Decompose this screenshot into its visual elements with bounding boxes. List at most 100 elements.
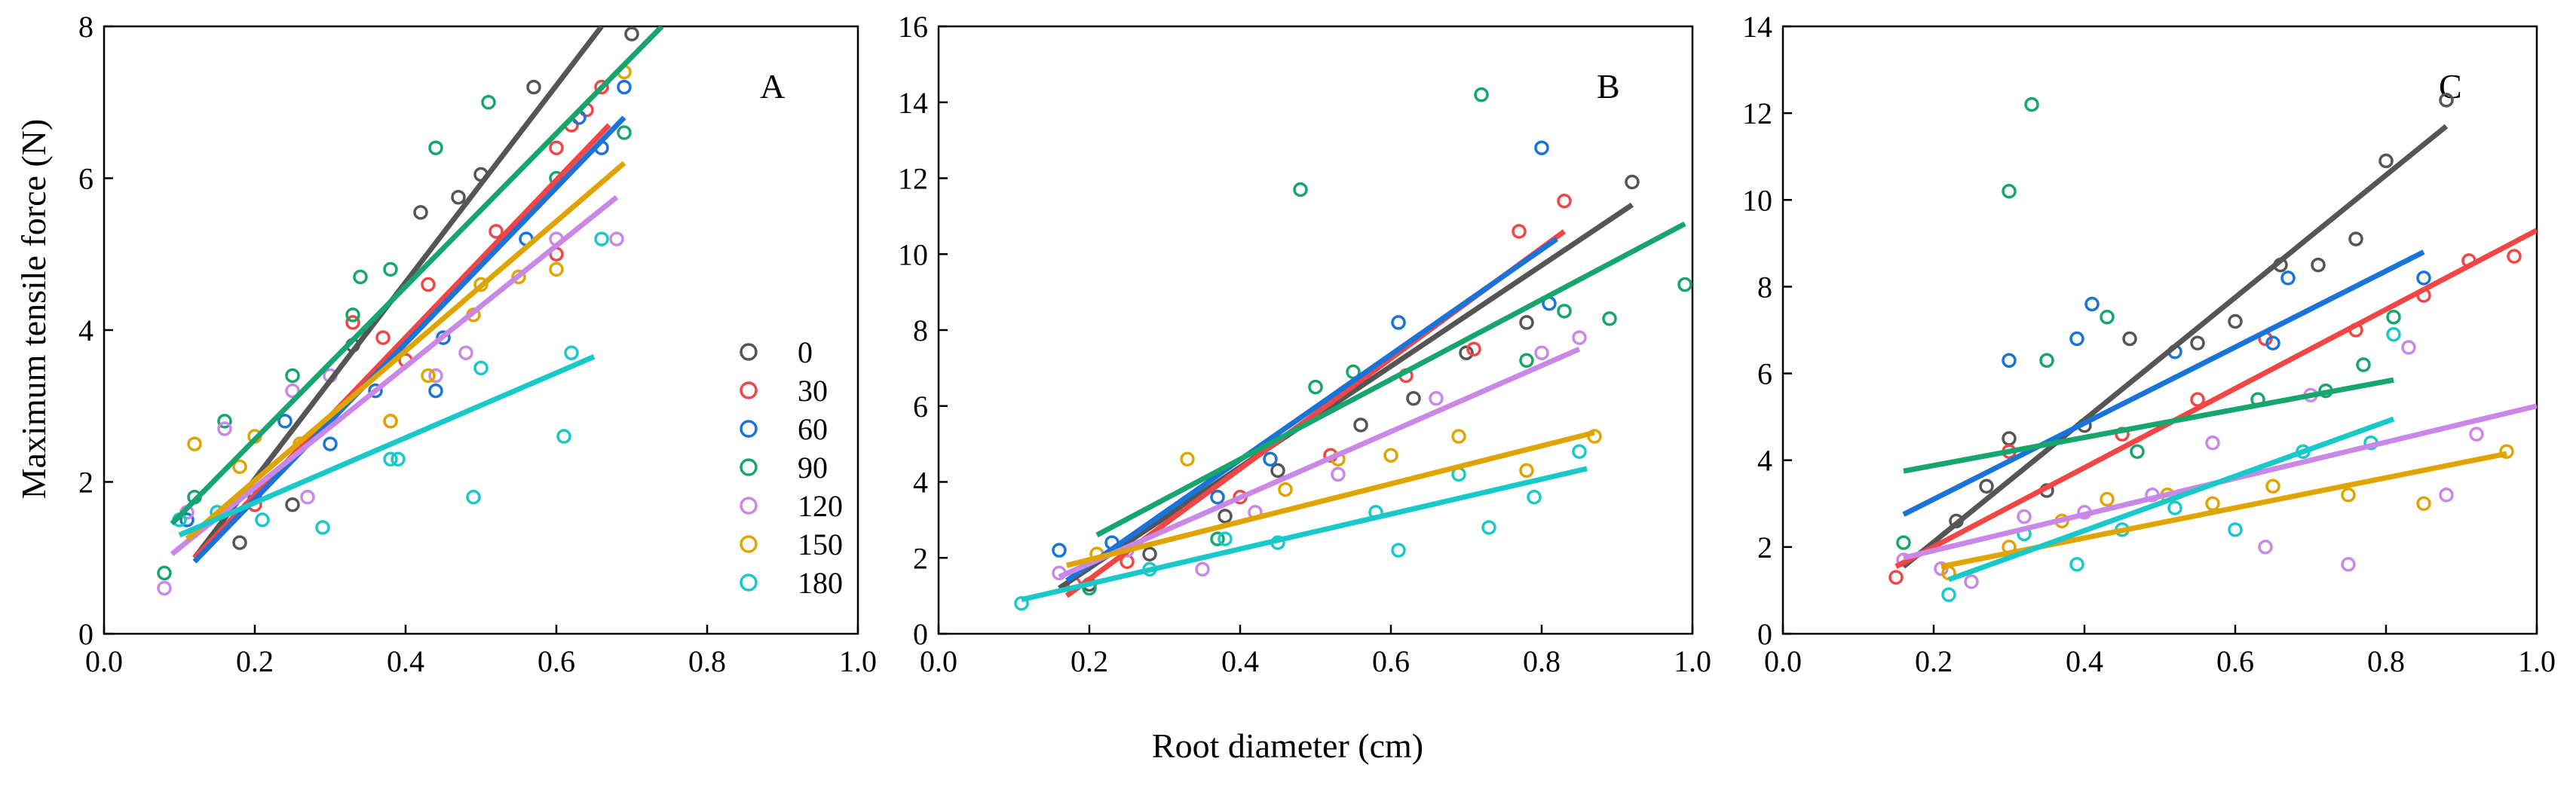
legend-item: 180	[740, 566, 843, 600]
data-point	[1941, 587, 1956, 602]
legend-item: 120	[740, 489, 843, 523]
data-point	[2122, 331, 2137, 347]
plot-area	[1888, 93, 2537, 602]
fit-line-120	[1058, 346, 1581, 580]
data-point	[594, 79, 609, 95]
legend-marker	[740, 573, 758, 592]
data-point	[2311, 257, 2326, 273]
data-point	[232, 535, 247, 550]
legend-label: 30	[798, 374, 828, 408]
panel-C: 0.0 0.2 0.4 0.6 0.8 1.0 0 2 4 6 8 10 12 14 C	[1742, 10, 2556, 678]
legend-item: 0	[740, 335, 813, 369]
data-point	[383, 451, 398, 467]
y-tick-label: 2	[1757, 531, 1772, 564]
data-point	[421, 368, 436, 384]
data-point	[285, 368, 300, 384]
data-point	[473, 360, 489, 376]
data-point	[2228, 313, 2243, 329]
data-point	[383, 261, 398, 277]
y-tick-label: 8	[913, 313, 928, 347]
data-point	[1391, 315, 1406, 330]
legend-item: 30	[740, 374, 828, 408]
x-tick-label: 0.2	[1071, 644, 1108, 678]
fit-line-180	[1021, 466, 1588, 603]
legend: 0 30 60 90 120 150 180	[740, 335, 843, 600]
data-point	[2228, 522, 2243, 537]
data-point	[323, 436, 338, 451]
data-point	[2100, 309, 2115, 325]
series-90	[1896, 96, 2401, 550]
data-point	[2265, 335, 2280, 351]
legend-marker	[740, 343, 758, 361]
data-point	[421, 277, 436, 292]
legend-label: 60	[798, 412, 828, 446]
data-point	[1353, 417, 1368, 433]
legend-label: 180	[798, 566, 843, 600]
data-point	[549, 140, 564, 155]
data-point	[368, 383, 383, 399]
data-point	[2205, 435, 2220, 451]
data-point	[1451, 429, 1466, 444]
plot-area	[157, 26, 664, 596]
data-point	[1512, 224, 1527, 239]
legend-marker	[740, 458, 758, 476]
y-tick-label: 14	[1742, 10, 1772, 44]
panel-letter: A	[760, 67, 785, 106]
data-point	[1677, 277, 1692, 292]
data-point	[2002, 184, 2017, 199]
fit-line-90	[1095, 221, 1686, 538]
data-point	[2499, 444, 2514, 459]
data-point	[1391, 543, 1406, 558]
data-point	[489, 224, 504, 239]
data-point	[2190, 335, 2205, 351]
x-tick-label: 0.4	[387, 644, 424, 678]
data-point	[451, 189, 466, 205]
x-tick-label: 0.6	[2216, 644, 2254, 678]
y-tick-label: 12	[1742, 96, 1772, 130]
data-point	[2069, 557, 2084, 572]
legend-marker	[740, 420, 758, 438]
data-point	[1308, 379, 1323, 395]
data-point	[157, 565, 172, 581]
data-point	[277, 414, 293, 429]
data-point	[383, 414, 398, 429]
data-point	[1572, 444, 1587, 459]
data-point	[217, 421, 232, 436]
fit-line-150	[1066, 430, 1595, 568]
data-point	[564, 345, 579, 360]
data-point	[1964, 574, 1979, 589]
legend-item: 150	[740, 528, 843, 561]
data-point	[345, 307, 360, 323]
data-point	[255, 512, 270, 528]
legend-marker	[740, 381, 758, 399]
data-point	[179, 512, 195, 528]
data-point	[1519, 463, 1534, 479]
data-point	[375, 330, 391, 345]
data-point	[617, 79, 632, 95]
data-point	[1210, 531, 1225, 546]
data-point	[315, 520, 330, 535]
data-point	[549, 261, 564, 277]
data-point	[2017, 509, 2032, 525]
data-point	[1481, 520, 1496, 535]
y-tick-label: 10	[1742, 183, 1772, 217]
panel-letter: C	[2439, 67, 2462, 106]
fit-line-120	[170, 194, 619, 556]
fit-line-30	[192, 123, 611, 560]
y-tick-label: 12	[898, 162, 928, 196]
data-point	[594, 231, 609, 246]
data-point	[1429, 390, 1444, 406]
x-tick-label: 0.0	[1764, 644, 1802, 678]
x-tick-label: 0.6	[538, 644, 575, 678]
data-point	[353, 269, 368, 285]
data-point	[1534, 345, 1549, 360]
data-point	[1459, 345, 1474, 360]
data-point	[2507, 249, 2522, 264]
data-point	[1557, 193, 1572, 209]
data-point	[2100, 491, 2115, 507]
series-90	[157, 95, 632, 581]
data-point	[1331, 466, 1346, 482]
data-point	[391, 451, 406, 467]
x-tick-label: 1.0	[1674, 644, 1711, 678]
data-point	[1527, 489, 1542, 505]
